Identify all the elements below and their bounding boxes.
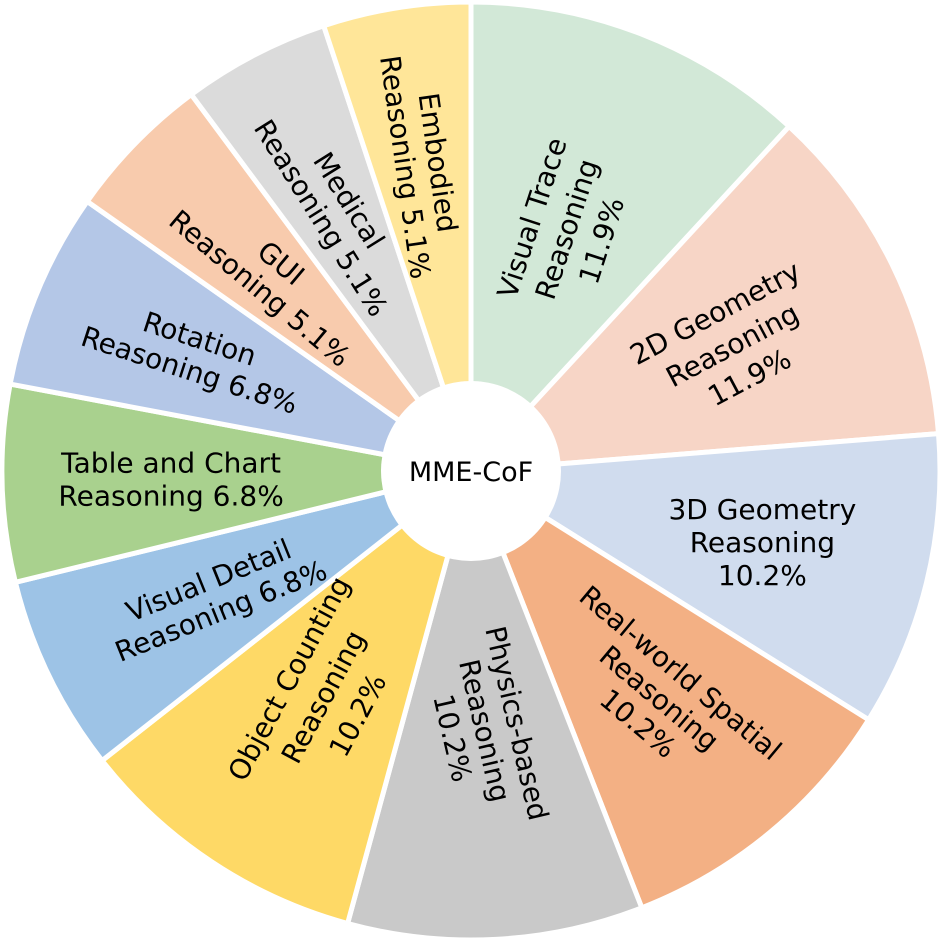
pie-slice bbox=[84, 92, 474, 474]
pie-slice bbox=[468, 468, 872, 911]
slice-label-line: Reasoning 6.8% bbox=[58, 479, 283, 512]
pie-slice bbox=[321, 0, 474, 474]
pie-slice bbox=[12, 468, 474, 764]
donut-hole bbox=[381, 381, 561, 561]
pie-slice bbox=[188, 23, 474, 474]
center-label: MME-CoF bbox=[409, 457, 533, 488]
slice-label: 3D Geometry Reasoning 10.2% bbox=[668, 493, 856, 592]
slice-label-line: 10.2% bbox=[718, 559, 807, 592]
pie-slice bbox=[0, 381, 474, 585]
slice-label: Table and Chart Reasoning 6.8% bbox=[58, 446, 283, 512]
slice-label-line: Reasoning bbox=[690, 526, 835, 559]
pie-slice bbox=[345, 468, 645, 942]
pie-slice bbox=[468, 431, 942, 723]
slice-label-line: Table and Chart bbox=[60, 446, 281, 479]
slice-label-line: 3D Geometry bbox=[668, 493, 856, 526]
pie-slice bbox=[468, 123, 941, 474]
pie-slice bbox=[7, 198, 474, 474]
pie-slice bbox=[99, 468, 474, 926]
pie-slice bbox=[468, 0, 792, 474]
